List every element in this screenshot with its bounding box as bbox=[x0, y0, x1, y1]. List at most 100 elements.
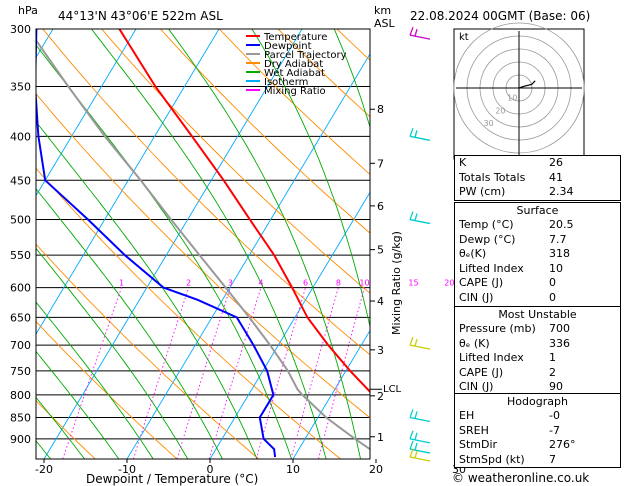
x-axis-label: Dewpoint / Temperature (°C) bbox=[86, 472, 258, 486]
most-unstable-value: 90 bbox=[549, 380, 563, 394]
mixing-ratio-line bbox=[318, 287, 365, 459]
surface-value: 7.7 bbox=[549, 232, 567, 246]
mixing-ratio-line bbox=[176, 287, 231, 459]
altitude-tick-label: 4 bbox=[377, 295, 384, 308]
wet-adiabat-line bbox=[36, 44, 293, 459]
legend-entry: Mixing Ratio bbox=[264, 86, 326, 97]
wet-adiabat-line bbox=[251, 29, 370, 329]
wind-barb-shaft bbox=[409, 438, 431, 444]
most-unstable-value: 336 bbox=[549, 336, 570, 350]
pressure-tick-label: 600 bbox=[10, 282, 31, 295]
altitude-tick-label: 2 bbox=[377, 390, 384, 403]
wind-barb-flag bbox=[414, 432, 418, 441]
dry-adiabat-line bbox=[36, 167, 341, 459]
wind-barb-shaft bbox=[409, 218, 431, 225]
most-unstable-panel: Most Unstable Pressure (mb) 700 θₑ (K) 336 L… bbox=[454, 306, 621, 396]
km-label: km bbox=[374, 4, 391, 17]
surface-label: Temp (°C) bbox=[459, 218, 514, 231]
series-temperature bbox=[118, 29, 370, 394]
wind-barb-flag bbox=[409, 211, 414, 220]
pressure-tick-label: 700 bbox=[10, 339, 31, 352]
wet-adiabat-line bbox=[36, 247, 189, 459]
hodograph-ring-label: 30 bbox=[484, 119, 494, 128]
wind-barb-flag bbox=[414, 213, 418, 221]
mixing-ratio-line bbox=[208, 287, 262, 459]
surface-row: CIN (J) 0 bbox=[455, 291, 620, 306]
hodograph-trace bbox=[518, 80, 536, 89]
index-value: 2.34 bbox=[549, 185, 574, 199]
pressure-tick-label: 750 bbox=[10, 365, 31, 378]
index-label: Totals Totals bbox=[459, 170, 526, 184]
wind-barb-shaft bbox=[409, 135, 431, 141]
mixing-ratio-line bbox=[255, 287, 306, 459]
temp-tick-label: 0 bbox=[207, 463, 214, 476]
temp-tick-label: 20 bbox=[369, 463, 383, 476]
mixing-ratio-label: 4 bbox=[258, 279, 263, 288]
most-unstable-row: Pressure (mb) 700 bbox=[455, 322, 620, 337]
wind-barb-shaft bbox=[409, 344, 431, 350]
hodograph-stat-label: EH bbox=[459, 409, 475, 422]
temp-tick-label: 10 bbox=[286, 463, 300, 476]
dry-adiabat-line bbox=[36, 243, 260, 459]
most-unstable-value: 1 bbox=[549, 351, 556, 365]
hodograph-table-panel: Hodograph EH -0 SREH -7 StmDir 276° StmSpd (kt… bbox=[454, 393, 621, 469]
pressure-tick-label: 900 bbox=[10, 433, 31, 446]
wet-adiabat-line bbox=[36, 396, 85, 459]
hodograph-stat-row: StmDir 276° bbox=[455, 438, 620, 453]
legend-entry: Dewpoint bbox=[264, 41, 312, 52]
mixing-ratio-label: 20 bbox=[444, 279, 454, 288]
altitude-tick-label: 7 bbox=[377, 157, 384, 170]
most-unstable-label: θₑ (K) bbox=[459, 336, 490, 350]
pressure-tick-label: 350 bbox=[10, 81, 31, 94]
wind-barb-flag bbox=[414, 411, 418, 419]
wind-barb-flag bbox=[409, 336, 414, 346]
wind-barb-flag bbox=[414, 28, 418, 37]
pressure-tick-label: 450 bbox=[10, 174, 31, 187]
mixing-ratio-line bbox=[132, 287, 190, 459]
pressure-tick-label: 650 bbox=[10, 311, 31, 324]
legend-entry: Wet Adiabat bbox=[264, 68, 325, 79]
mixing-ratio-line bbox=[290, 287, 339, 459]
wind-barb-flag bbox=[409, 26, 414, 36]
surface-label: Lifted Index bbox=[459, 261, 524, 275]
surface-value: 20.5 bbox=[549, 218, 574, 231]
surface-row: Temp (°C) 20.5 bbox=[455, 218, 620, 233]
indices-panel: K 26 Totals Totals 41 PW (cm) 2.34 bbox=[454, 155, 621, 201]
mixing-ratio-line bbox=[62, 287, 122, 459]
most-unstable-value: 2 bbox=[549, 365, 556, 379]
hodograph-stat-value: 7 bbox=[549, 452, 556, 466]
mixing-ratio-label: 3 bbox=[228, 279, 233, 288]
pressure-tick-label: 300 bbox=[10, 23, 31, 36]
isotherm-line bbox=[36, 29, 137, 197]
dry-adiabat-line bbox=[36, 93, 370, 419]
hodograph-stat-value: -0 bbox=[549, 409, 560, 422]
altitude-tick-label: 5 bbox=[377, 244, 384, 257]
pressure-tick-label: 400 bbox=[10, 130, 31, 143]
surface-value: 10 bbox=[549, 261, 563, 275]
wind-barb-flag bbox=[409, 440, 414, 450]
surface-row: θₑ(K) 318 bbox=[455, 247, 620, 262]
hodograph-ring-label: 10 bbox=[507, 94, 517, 103]
hodograph-kt-label: kt bbox=[459, 32, 469, 43]
hodograph-stat-label: SREH bbox=[459, 423, 489, 437]
index-row: Totals Totals 41 bbox=[455, 171, 620, 186]
most-unstable-title: Most Unstable bbox=[498, 308, 577, 321]
most-unstable-label: Lifted Index bbox=[459, 351, 524, 365]
location-title: 44°13'N 43°06'E 522m ASL bbox=[58, 9, 223, 23]
wind-barb-flag bbox=[409, 409, 414, 418]
surface-value: 0 bbox=[549, 276, 556, 290]
index-label: PW (cm) bbox=[459, 185, 506, 199]
most-unstable-label: CIN (J) bbox=[459, 380, 494, 394]
surface-label: CIN (J) bbox=[459, 290, 494, 304]
wind-barb-shaft bbox=[409, 34, 431, 40]
most-unstable-row: Lifted Index 1 bbox=[455, 351, 620, 366]
index-value: 41 bbox=[549, 170, 563, 184]
legend-entry: Dry Adiabat bbox=[264, 59, 323, 70]
hodograph-stat-label: StmDir bbox=[459, 438, 498, 452]
wind-barb-flag bbox=[414, 450, 418, 459]
asl-label: ASL bbox=[374, 17, 396, 30]
altitude-tick-label: 6 bbox=[377, 200, 384, 213]
mixing-ratio-label: 2 bbox=[186, 279, 191, 288]
hodograph-ring-label: 20 bbox=[495, 106, 505, 115]
